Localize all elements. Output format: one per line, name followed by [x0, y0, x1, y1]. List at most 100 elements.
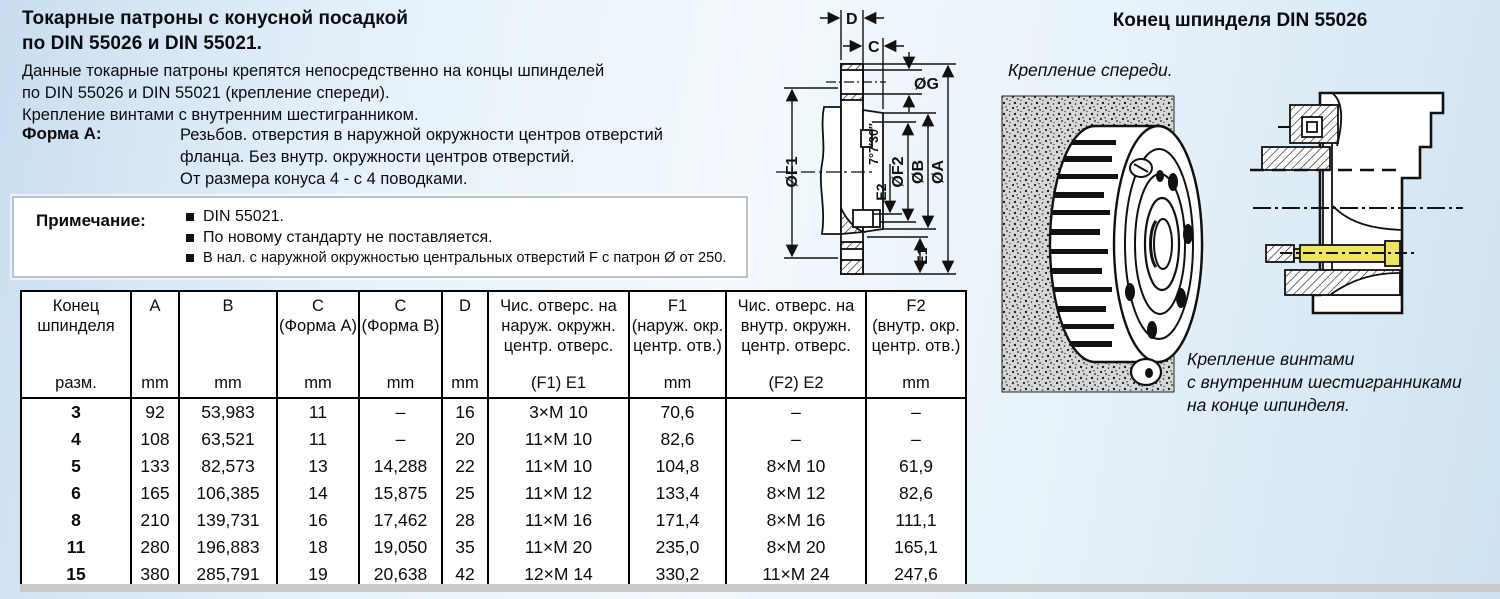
cell-value: 14: [276, 480, 360, 507]
table-row: 6 165 106,385 14 15,875 25 11×M 12 133,4 8×M 12 8…: [20, 480, 967, 507]
label-b: ØB: [910, 160, 927, 184]
forma-a-label: Форма A:: [22, 124, 102, 143]
cell-value: 11×M 20: [487, 534, 630, 561]
label-c: C: [868, 39, 880, 56]
cell-value: 165,1: [865, 534, 967, 561]
cell-value: 11×M 10: [487, 426, 630, 453]
note-item-text: DIN 55021.: [203, 208, 284, 225]
note-item-text: По новому стандарту не поставляется.: [203, 229, 493, 246]
column-header: Чис. отверс. на внутр. окружн. центр. отве…: [725, 291, 867, 399]
table-row: 4 108 63,521 11–20 11×M 10 82,6– –: [20, 426, 967, 453]
label-f2: ØF2: [890, 156, 907, 187]
centerlines: [1250, 126, 1463, 254]
cell-value: 82,6: [865, 480, 967, 507]
forma-a-line: Резьбов. отверстия в наружной окружности…: [180, 126, 663, 144]
cell-value: –: [358, 398, 443, 426]
note-item: По новому стандарту не поставляется.: [186, 227, 726, 248]
cell-value: 11×M 10: [487, 453, 630, 480]
diagram-centerlines: [776, 81, 886, 173]
cell-value: 70,6: [628, 398, 727, 426]
right-section-heading: Конец шпинделя DIN 55026: [1112, 10, 1368, 31]
cell-value: 165: [130, 480, 180, 507]
cell-value: 106,385: [178, 480, 278, 507]
cell-value: 280: [130, 534, 180, 561]
caption-screw-line: с внутренним шестигранниками: [1187, 372, 1462, 392]
cell-value: 22: [441, 453, 489, 480]
table-row: 8 210 139,731 16 17,462 28 11×M 16 171,4 8×M 16 1…: [20, 507, 967, 534]
table-row: 11 280 196,883 18 19,050 35 11×M 20 235,0 8×M 20…: [20, 534, 967, 561]
cell-value: 14,288: [358, 453, 443, 480]
column-header: F1 (наруж. окр. центр. отв.) mm: [628, 291, 727, 399]
cell-value: 25: [441, 480, 489, 507]
cell-spindle-size: 6: [20, 480, 132, 507]
cell-value: –: [725, 398, 867, 426]
intro-paragraph: Данные токарные патроны крепятся непосре…: [22, 60, 604, 126]
column-header: Конец шпинделя разм.: [20, 291, 132, 399]
cell-value: 104,8: [628, 453, 727, 480]
mounting-cross-section: [1250, 91, 1463, 315]
bullet-square-icon: [186, 234, 194, 242]
page-title-line2: по DIN 55026 и DIN 55021.: [22, 33, 263, 54]
label-d: D: [846, 11, 858, 28]
label-e2: E2: [873, 183, 889, 200]
caption-screw-mounting: Крепление винтами с внутренним шестигран…: [1187, 348, 1462, 417]
cell-value: 8×M 20: [725, 534, 867, 561]
chuck-body: [1048, 124, 1204, 364]
cell-value: 20: [441, 426, 489, 453]
cell-value: 82,6: [628, 426, 727, 453]
cell-value: 35: [441, 534, 489, 561]
note-item: DIN 55021.: [186, 206, 726, 227]
hatched-sections: [1261, 104, 1401, 296]
intro-line: по DIN 55026 и DIN 55021 (крепление спер…: [22, 84, 390, 102]
cell-value: 13: [276, 453, 360, 480]
flange-dimension-diagram: D C ØG ØF1 E2 7°7′30″ ØF2 ØB ØA E1: [776, 10, 956, 275]
cell-value: –: [865, 426, 967, 453]
note-label: Примечание:: [36, 211, 146, 230]
caption-front-mounting: Крепление спереди.: [1008, 60, 1173, 80]
chuck-bolt-holes: [1125, 173, 1193, 339]
cell-value: 16: [441, 398, 489, 426]
cell-value: 171,4: [628, 507, 727, 534]
cell-value: 11×M 12: [487, 480, 630, 507]
dimension-lines: [784, 10, 956, 275]
cell-value: –: [865, 398, 967, 426]
column-header: C (Форма A) mm: [276, 291, 360, 399]
cell-value: 11: [276, 398, 360, 426]
label-a: ØA: [930, 160, 947, 184]
hex-socket-screw: [1293, 240, 1401, 267]
cell-value: 61,9: [865, 453, 967, 480]
note-item-text: В нал. с наружной окружностью центральны…: [203, 250, 727, 266]
chuck-bottom-lug: [1129, 357, 1163, 387]
column-header: F2 (внутр. окр. центр. отв.) mm: [865, 291, 967, 399]
table-row: 3 92 53,983 11–16 3×M 10 70,6– –: [20, 398, 967, 426]
cell-value: 108: [130, 426, 180, 453]
table-shadow-strip: [20, 584, 1500, 592]
cell-value: 235,0: [628, 534, 727, 561]
label-e1: E1: [914, 247, 930, 264]
cell-value: 11×M 16: [487, 507, 630, 534]
cell-value: 28: [441, 507, 489, 534]
caption-screw-line: на конце шпинделя.: [1187, 395, 1350, 415]
cell-value: 8×M 10: [725, 453, 867, 480]
chuck-perspective-illustration: [1001, 95, 1204, 393]
cell-value: 210: [130, 507, 180, 534]
cell-spindle-size: 11: [20, 534, 132, 561]
cell-value: –: [725, 426, 867, 453]
cell-value: –: [358, 426, 443, 453]
cell-value: 82,573: [178, 453, 278, 480]
dimension-labels: D C ØG ØF1 E2 7°7′30″ ØF2 ØB ØA E1: [784, 11, 947, 265]
note-items: DIN 55021. По новому стандарту не поставл…: [186, 206, 726, 269]
bullet-square-icon: [186, 254, 194, 262]
cell-value: 18: [276, 534, 360, 561]
page-title-line1: Токарные патроны с конусной посадкой: [22, 8, 409, 29]
cell-value: 53,983: [178, 398, 278, 426]
bullet-square-icon: [186, 213, 194, 221]
cell-value: 133: [130, 453, 180, 480]
table-body: 3 92 53,983 11–16 3×M 10 70,6– –4 108 63,521 11–2…: [20, 398, 967, 589]
cell-value: 19,050: [358, 534, 443, 561]
cell-value: 63,521: [178, 426, 278, 453]
